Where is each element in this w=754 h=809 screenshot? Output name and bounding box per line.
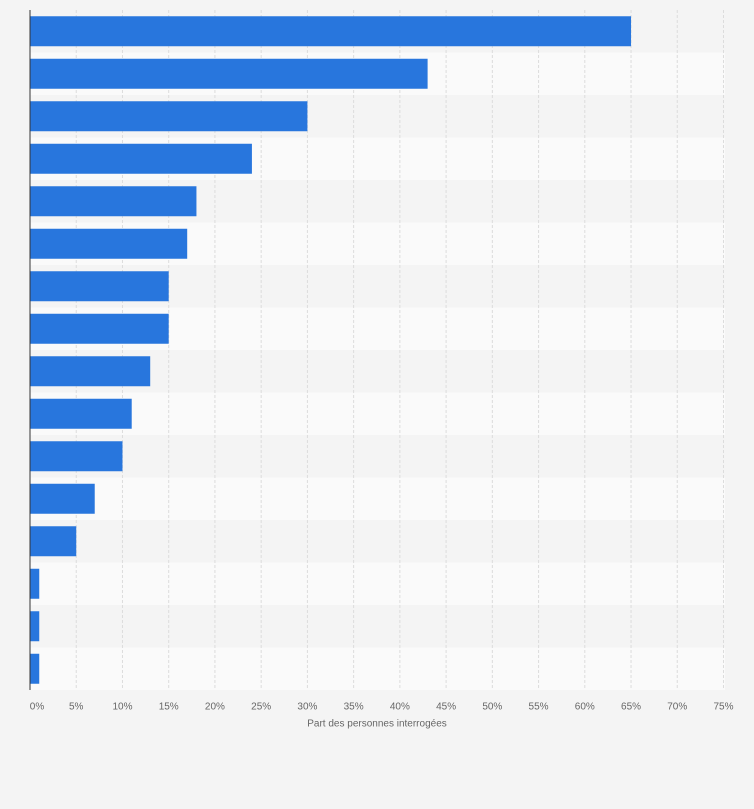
x-tick-label: 10% (112, 702, 132, 713)
bar (30, 16, 632, 47)
bar (30, 611, 40, 642)
x-tick-label: 45% (436, 702, 456, 713)
bar (30, 653, 40, 684)
bar (30, 313, 169, 344)
bar (30, 228, 188, 259)
x-tick-label: 35% (344, 702, 364, 713)
bar (30, 271, 169, 302)
bar (30, 398, 132, 429)
x-tick-label: 50% (482, 702, 502, 713)
x-tick-label: 20% (205, 702, 225, 713)
bar (30, 356, 151, 387)
x-tick-label: 30% (297, 702, 317, 713)
x-tick-label: 55% (529, 702, 549, 713)
bar (30, 101, 308, 132)
x-tick-label: 40% (390, 702, 410, 713)
x-tick-label: 70% (667, 702, 687, 713)
x-tick-label: 60% (575, 702, 595, 713)
x-tick-label: 65% (621, 702, 641, 713)
row-stripe (30, 562, 725, 605)
bar (30, 483, 95, 514)
x-tick-label: 0% (30, 702, 45, 713)
x-axis-label: Part des personnes interrogées (307, 719, 447, 730)
x-tick-label: 15% (159, 702, 179, 713)
bar (30, 568, 40, 599)
row-stripe (30, 477, 725, 520)
row-stripe (30, 392, 725, 435)
row-stripe (30, 605, 725, 648)
bar (30, 143, 252, 174)
x-tick-label: 5% (69, 702, 84, 713)
row-stripe (30, 647, 725, 690)
row-stripe (30, 435, 725, 478)
row-stripe (30, 520, 725, 563)
bar (30, 526, 77, 557)
x-tick-label: 75% (713, 702, 733, 713)
bar (30, 186, 197, 217)
x-tick-label: 25% (251, 702, 271, 713)
bar (30, 441, 123, 472)
bar (30, 58, 428, 89)
